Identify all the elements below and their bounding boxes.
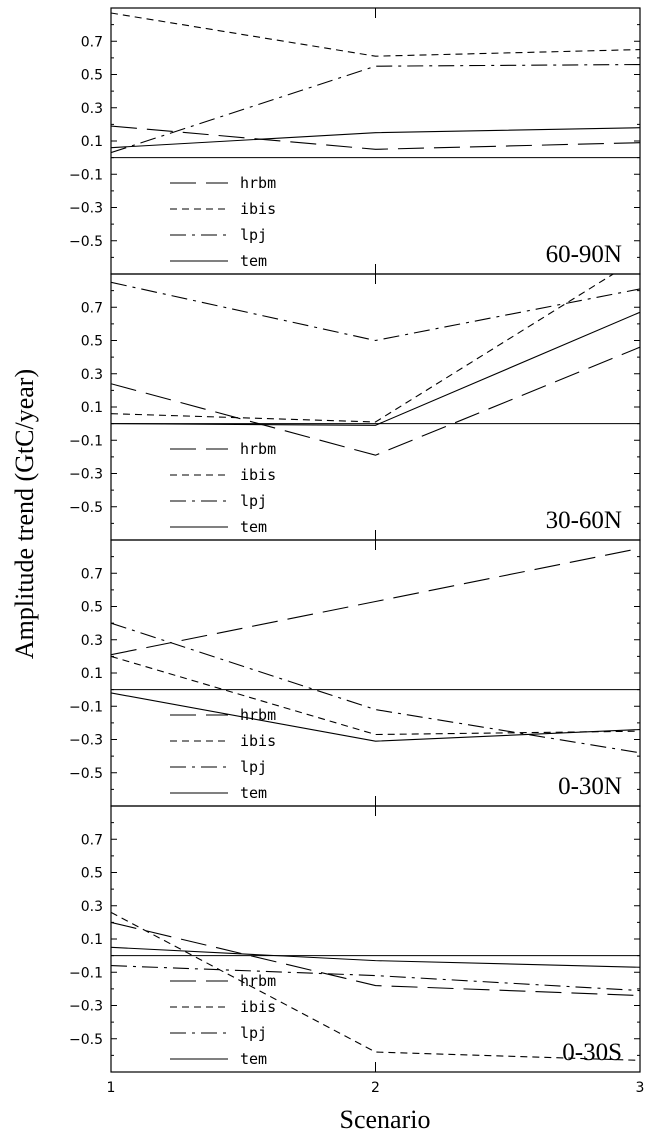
y-tick-label: −0.5 — [69, 500, 103, 516]
series-line-lpj — [111, 965, 640, 992]
series-line-lpj — [111, 622, 640, 754]
series-line-ibis — [111, 911, 640, 1061]
legend-label-tem: tem — [240, 784, 267, 802]
series-line-tem — [111, 127, 640, 149]
legend-label-ibis: ibis — [240, 200, 276, 218]
x-tick-label: 1 — [107, 1080, 116, 1096]
panel-frame — [110, 805, 641, 1073]
legend-label-tem: tem — [240, 518, 267, 536]
panels: 0.7 0.5 0.3 0.1 −0.1 −0.3 −0.5 hrbm ibis lpj tem 60… — [69, 7, 641, 1073]
region-label: 30-60N — [546, 507, 622, 534]
y-tick-label: −0.3 — [69, 201, 103, 217]
series-line-ibis — [111, 274, 615, 423]
series-line-hrbm — [111, 125, 640, 150]
panel-0-30n: 0.7 0.5 0.3 0.1 −0.1 −0.3 −0.5 hrbm ibis lpj tem 0-… — [69, 539, 641, 807]
y-tick-label: −0.1 — [69, 167, 103, 183]
y-tick-label: 0.1 — [81, 400, 103, 416]
series-line-ibis — [111, 12, 640, 57]
x-axis: 1 2 3 — [107, 1080, 645, 1096]
legend-label-lpj: lpj — [240, 758, 267, 776]
series-line-tem — [111, 946, 640, 968]
y-tick-label: 0.3 — [81, 899, 103, 915]
y-tick-label: 0.3 — [81, 633, 103, 649]
legend-label-tem: tem — [240, 1050, 267, 1068]
series-line-tem — [111, 692, 640, 742]
y-tick-label: −0.1 — [69, 965, 103, 981]
legend-label-hrbm: hrbm — [240, 972, 276, 990]
series-lines — [111, 12, 640, 154]
y-tick-label: −0.5 — [69, 234, 103, 250]
legend-label-lpj: lpj — [240, 226, 267, 244]
legend-label-lpj: lpj — [240, 1024, 267, 1042]
x-tick-label: 2 — [371, 1080, 380, 1096]
series-line-tem — [111, 311, 640, 426]
y-tick-label: −0.5 — [69, 1032, 103, 1048]
y-tick-label: 0.3 — [81, 367, 103, 383]
region-label: 0-30N — [558, 773, 622, 800]
legend-label-lpj: lpj — [240, 492, 267, 510]
legend-label-hrbm: hrbm — [240, 440, 276, 458]
y-tick-label: 0.1 — [81, 666, 103, 682]
legend-label-ibis: ibis — [240, 998, 276, 1016]
region-label: 0-30S — [562, 1039, 622, 1066]
legend-label-hrbm: hrbm — [240, 706, 276, 724]
series-line-lpj — [111, 63, 640, 154]
y-axis-title: Amplitude trend (GtC/year) — [10, 369, 39, 659]
series-line-hrbm — [111, 921, 640, 997]
series-lines — [111, 274, 640, 456]
legend-label-hrbm: hrbm — [240, 174, 276, 192]
y-tick-label: −0.3 — [69, 999, 103, 1015]
y-tick-label: −0.3 — [69, 467, 103, 483]
panel-30-60n: 0.7 0.5 0.3 0.1 −0.1 −0.3 −0.5 hrbm ibis lpj tem 30… — [69, 273, 641, 541]
y-tick-label: 0.5 — [81, 600, 103, 616]
y-tick-label: 0.5 — [81, 334, 103, 350]
series-lines — [111, 547, 640, 754]
series-line-hrbm — [111, 346, 640, 456]
y-tick-label: −0.1 — [69, 433, 103, 449]
panel-frame — [110, 539, 641, 807]
y-tick-label: 0.7 — [81, 566, 103, 582]
x-tick-label: 3 — [636, 1080, 645, 1096]
y-tick-label: −0.1 — [69, 699, 103, 715]
legend-label-ibis: ibis — [240, 466, 276, 484]
y-tick-label: 0.3 — [81, 101, 103, 117]
series-line-ibis — [111, 655, 640, 736]
series-line-lpj — [111, 281, 640, 342]
panel-60-90n: 0.7 0.5 0.3 0.1 −0.1 −0.3 −0.5 hrbm ibis lpj tem 60… — [69, 7, 641, 275]
y-tick-label: 0.5 — [81, 866, 103, 882]
panel-0-30s: 0.7 0.5 0.3 0.1 −0.1 −0.3 −0.5 hrbm ibis lpj tem 0-… — [69, 805, 641, 1073]
y-tick-label: 0.7 — [81, 34, 103, 50]
legend-label-ibis: ibis — [240, 732, 276, 750]
series-line-hrbm — [111, 547, 640, 656]
y-tick-label: 0.7 — [81, 832, 103, 848]
x-axis-title: Scenario — [340, 1105, 431, 1134]
y-tick-label: 0.1 — [81, 134, 103, 150]
y-tick-label: 0.1 — [81, 932, 103, 948]
panel-frame — [110, 7, 641, 275]
y-tick-label: −0.3 — [69, 733, 103, 749]
y-tick-label: 0.7 — [81, 300, 103, 316]
series-lines — [111, 911, 640, 1061]
legend-label-tem: tem — [240, 252, 267, 270]
region-label: 60-90N — [546, 241, 622, 268]
y-tick-label: 0.5 — [81, 68, 103, 84]
y-tick-label: −0.5 — [69, 766, 103, 782]
panel-frame — [110, 273, 641, 541]
